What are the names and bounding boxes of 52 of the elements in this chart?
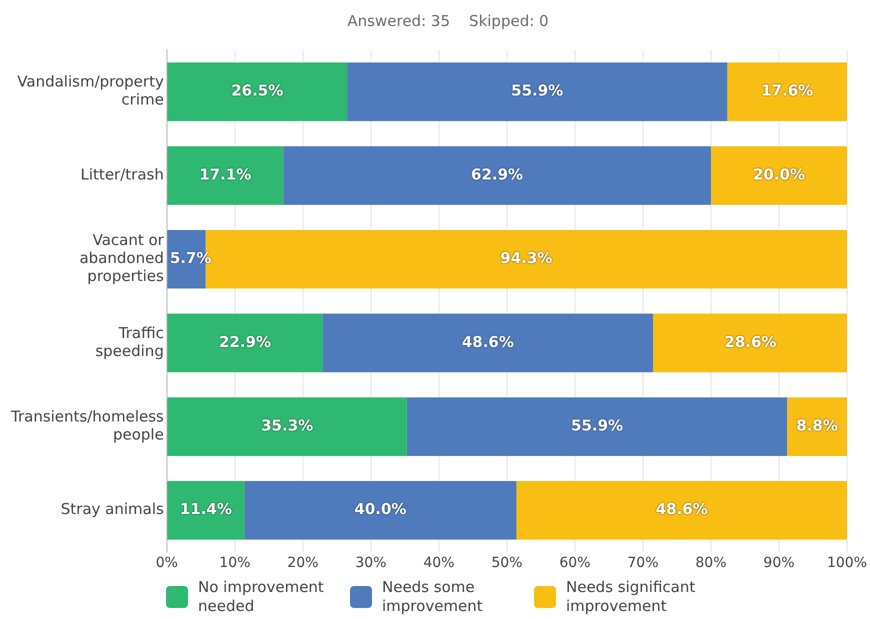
- bar: [167, 481, 244, 540]
- data-label: 20.0%: [752, 165, 805, 184]
- data-label: 94.3%: [500, 249, 552, 268]
- data-label: 22.9%: [218, 332, 271, 351]
- x-tick-label: 40%: [423, 555, 454, 572]
- data-label: 55.9%: [571, 416, 624, 435]
- bar: [167, 314, 323, 372]
- bar: [244, 481, 516, 540]
- y-tick-label: Traffic speeding: [95, 324, 164, 360]
- data-label: 28.6%: [724, 332, 776, 351]
- legend-label: No improvement needed: [198, 578, 325, 616]
- x-tick-label: 30%: [355, 555, 386, 572]
- bar: [787, 397, 847, 456]
- y-tick-label: Litter/trash: [80, 165, 164, 184]
- x-tick-label: 0%: [156, 555, 178, 572]
- x-tick-label: 10%: [219, 555, 250, 572]
- data-label: 48.6%: [656, 500, 708, 518]
- x-tick-label: 90%: [763, 555, 795, 572]
- legend-label: Needs some improvement: [382, 578, 484, 616]
- bar: [727, 62, 847, 122]
- bar: [653, 314, 847, 372]
- x-tick-label: 70%: [627, 555, 659, 572]
- bar: [167, 397, 407, 456]
- x-tick-label: 20%: [287, 555, 318, 572]
- data-label: 17.6%: [761, 82, 814, 100]
- data-label: 8.8%: [796, 416, 838, 435]
- y-tick-label: Vandalism/property crime: [17, 72, 164, 109]
- data-label: 11.4%: [180, 500, 232, 518]
- bar: [322, 314, 654, 372]
- bar: [167, 146, 284, 205]
- y-tick-label: Transients/homeless people: [10, 408, 164, 444]
- data-label: 17.1%: [199, 165, 252, 184]
- y-tick-label: Vacant or abandoned properties: [79, 231, 165, 286]
- bar: [167, 62, 348, 122]
- x-tick-label: 80%: [695, 555, 727, 572]
- data-label: 55.9%: [511, 82, 564, 100]
- x-tick-label: 50%: [491, 555, 522, 572]
- x-tick-label: 60%: [559, 555, 590, 572]
- legend-label: Needs significant improvement: [566, 578, 696, 616]
- chart-title: Answered: 35 Skipped: 0: [347, 12, 549, 30]
- x-tick-label: 100%: [826, 555, 868, 572]
- bar: [283, 146, 711, 205]
- bar: [347, 62, 728, 122]
- data-label: 26.5%: [231, 82, 284, 100]
- bar: [406, 397, 788, 456]
- data-label: 62.9%: [471, 165, 524, 184]
- data-label: 48.6%: [462, 332, 514, 351]
- data-label: 40.0%: [354, 500, 406, 518]
- bar: [710, 146, 847, 205]
- y-tick-label: Stray animals: [60, 500, 164, 518]
- bar: [516, 481, 847, 540]
- data-label: 35.3%: [261, 416, 314, 435]
